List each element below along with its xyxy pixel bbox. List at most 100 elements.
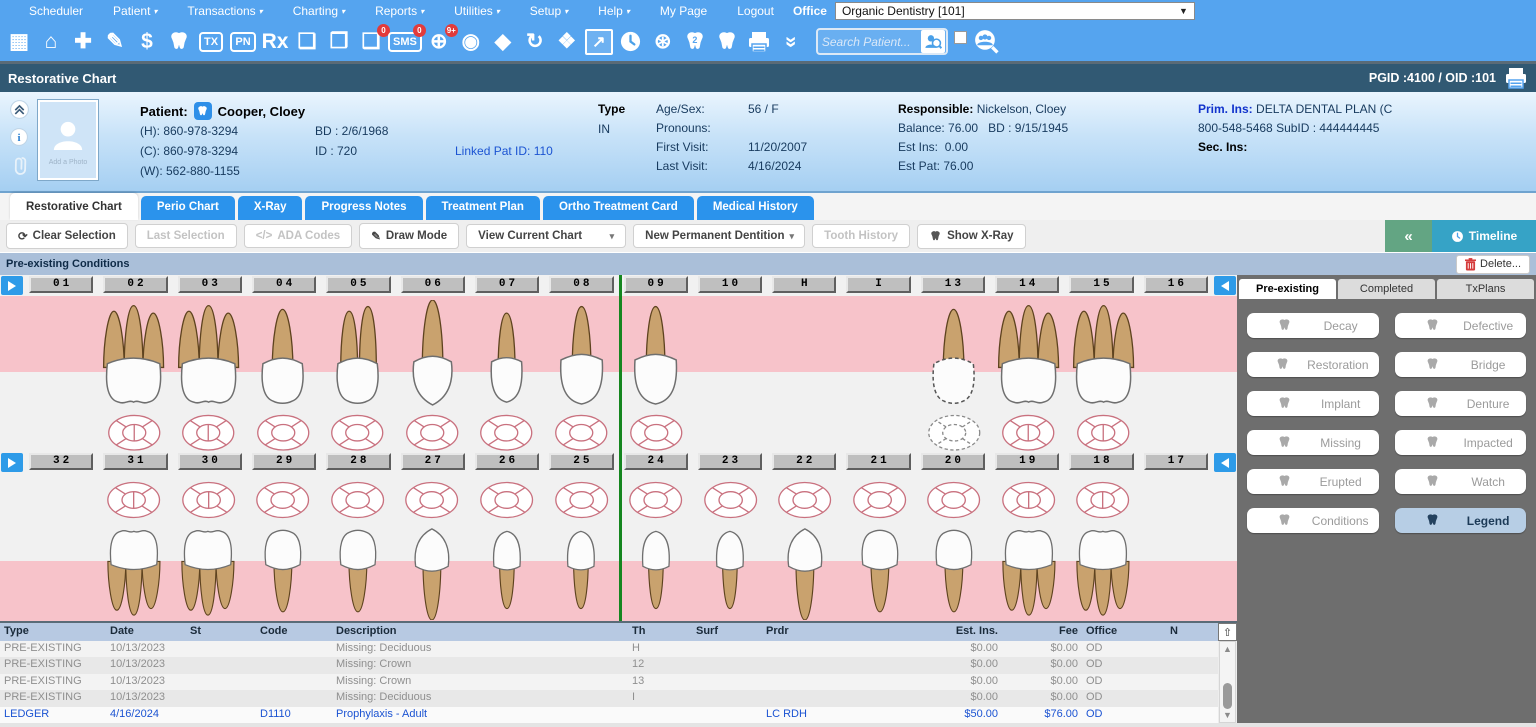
column-header-prdr[interactable]: Prdr <box>762 623 882 641</box>
tooth-number-14[interactable]: 14 <box>990 275 1064 296</box>
tooth-10[interactable] <box>693 296 768 452</box>
expand-more-icon[interactable]: » <box>775 27 807 57</box>
tooth-22[interactable] <box>768 473 843 621</box>
condition-denture-button[interactable]: Denture <box>1395 391 1527 416</box>
tooth-24[interactable] <box>619 473 694 621</box>
condition-implant-button[interactable]: Implant <box>1247 391 1379 416</box>
condition-missing-button[interactable]: Missing <box>1247 430 1379 455</box>
attachments-paperclip-icon[interactable] <box>12 155 27 176</box>
add-patient-icon[interactable]: ✚ <box>68 26 98 58</box>
tooth-number-24[interactable]: 24 <box>619 452 693 473</box>
prescriptions-rx-icon[interactable]: Rx <box>260 26 290 58</box>
tab-treatment-plan[interactable]: Treatment Plan <box>426 196 540 220</box>
tooth-number-26[interactable]: 26 <box>470 452 544 473</box>
tooth-32[interactable] <box>22 473 97 621</box>
show-xray-button[interactable]: Show X-Ray <box>917 224 1025 249</box>
tooth-2-icon[interactable]: 2 <box>680 26 710 58</box>
print-icon[interactable] <box>744 26 774 58</box>
sidebar-tab-pre-existing[interactable]: Pre-existing <box>1239 279 1336 299</box>
column-header-n[interactable]: N <box>1166 623 1218 641</box>
messages-icon[interactable]: ❑0 <box>356 26 386 58</box>
search-input[interactable] <box>818 35 921 49</box>
tooth-number-27[interactable]: 27 <box>396 452 470 473</box>
tooth-number-09[interactable]: 09 <box>619 275 693 296</box>
column-header-type[interactable]: Type <box>0 623 106 641</box>
tooth-number-21[interactable]: 21 <box>841 452 915 473</box>
column-header-fee[interactable]: Fee <box>1002 623 1082 641</box>
tooth-number-25[interactable]: 25 <box>544 452 618 473</box>
payments-icon[interactable]: $ <box>132 26 162 58</box>
tooth-number-32[interactable]: 32 <box>24 452 98 473</box>
progress-note-calendar-icon[interactable]: PN <box>228 26 258 58</box>
scroll-up-icon[interactable]: ▲ <box>1223 644 1232 654</box>
column-header-date[interactable]: Date <box>106 623 186 641</box>
draw-mode-button[interactable]: ✎Draw Mode <box>359 223 459 249</box>
tooth-I[interactable] <box>842 296 917 452</box>
tooth-number-02[interactable]: 02 <box>98 275 172 296</box>
menu-item-utilities[interactable]: Utilities▾ <box>439 4 515 18</box>
menu-item-patient[interactable]: Patient▾ <box>98 4 172 18</box>
tooth-01[interactable] <box>22 296 97 452</box>
sync-patient-icon[interactable]: ↻ <box>520 26 550 58</box>
tab-progress-notes[interactable]: Progress Notes <box>305 196 422 220</box>
tooth-number-07[interactable]: 07 <box>470 275 544 296</box>
tooth-23[interactable] <box>693 473 768 621</box>
column-header-th[interactable]: Th <box>628 623 692 641</box>
tooth-number-18[interactable]: 18 <box>1064 452 1138 473</box>
column-header-est-ins-[interactable]: Est. Ins. <box>882 623 1002 641</box>
grid-row[interactable]: PRE-EXISTING10/13/2023Missing: Deciduous… <box>0 641 1218 657</box>
arch-scroll-left-button[interactable] <box>1 453 23 472</box>
tooth-number-19[interactable]: 19 <box>990 452 1064 473</box>
tooth-21[interactable] <box>842 473 917 621</box>
grid-row[interactable]: PRE-EXISTING10/13/2023Missing: Crown13$0… <box>0 674 1218 690</box>
ada-codes-button[interactable]: </>ADA Codes <box>244 224 352 248</box>
dentition-select[interactable]: New Permanent Dentition▾ <box>633 224 805 248</box>
menu-item-my-page[interactable]: My Page <box>645 4 722 18</box>
tooth-18[interactable] <box>1066 473 1141 621</box>
tab-restorative-chart[interactable]: Restorative Chart <box>10 193 138 220</box>
tooth-31[interactable] <box>97 473 172 621</box>
tooth-28[interactable] <box>320 473 395 621</box>
tooth-number-05[interactable]: 05 <box>321 275 395 296</box>
edit-notes-icon[interactable]: ✎ <box>100 26 130 58</box>
condition-legend-button[interactable]: Legend <box>1395 508 1527 533</box>
tooth-number-03[interactable]: 03 <box>173 275 247 296</box>
home-icon[interactable]: ⌂ <box>36 26 66 58</box>
tooth-number-29[interactable]: 29 <box>247 452 321 473</box>
patient-tooth-badge-icon[interactable] <box>194 102 212 120</box>
analytics-icon[interactable]: ↗ <box>584 26 614 58</box>
tooth-14[interactable] <box>991 296 1066 452</box>
tooth-27[interactable] <box>395 473 470 621</box>
delete-button[interactable]: Delete... <box>1456 255 1530 274</box>
scroll-down-icon[interactable]: ▼ <box>1223 710 1232 720</box>
menu-item-setup[interactable]: Setup▾ <box>515 4 583 18</box>
grid-scrollbar[interactable]: ⇧ ▲ ▼ <box>1218 623 1237 723</box>
column-header-description[interactable]: Description <box>332 623 628 641</box>
menu-item-help[interactable]: Help▾ <box>583 4 645 18</box>
tooth-number-06[interactable]: 06 <box>396 275 470 296</box>
tooth-number-30[interactable]: 30 <box>173 452 247 473</box>
arch-scroll-left-button[interactable] <box>1 276 23 295</box>
tooth-chart-icon[interactable] <box>164 26 194 58</box>
column-header-st[interactable]: St <box>186 623 256 641</box>
clock-icon[interactable] <box>616 26 646 58</box>
schedule-calendar-icon[interactable]: ▦ <box>4 26 34 58</box>
tooth-20[interactable] <box>917 473 992 621</box>
connections-icon[interactable]: ❖ <box>552 26 582 58</box>
tooth-number-16[interactable]: 16 <box>1139 275 1213 296</box>
tooth-number-22[interactable]: 22 <box>767 452 841 473</box>
menu-item-scheduler[interactable]: Scheduler <box>14 4 98 18</box>
grid-row[interactable]: PRE-EXISTING10/13/2023Missing: Crown12$0… <box>0 657 1218 673</box>
tooth-19[interactable] <box>991 473 1066 621</box>
menu-item-reports[interactable]: Reports▾ <box>360 4 439 18</box>
office-select[interactable]: Organic Dentistry [101] ▼ <box>835 2 1195 20</box>
condition-impacted-button[interactable]: Impacted <box>1395 430 1527 455</box>
condition-defective-button[interactable]: Defective <box>1395 313 1527 338</box>
grid-row[interactable]: PRE-EXISTING10/13/2023Missing: Deciduous… <box>0 690 1218 706</box>
condition-restoration-button[interactable]: Restoration <box>1247 352 1379 377</box>
timeline-button[interactable]: Timeline <box>1432 220 1536 252</box>
condition-conditions-button[interactable]: Conditions <box>1247 508 1379 533</box>
tab-ortho-treatment-card[interactable]: Ortho Treatment Card <box>543 196 694 220</box>
tooth-number-H[interactable]: H <box>767 275 841 296</box>
clear-selection-button[interactable]: ⟳Clear Selection <box>6 223 128 249</box>
